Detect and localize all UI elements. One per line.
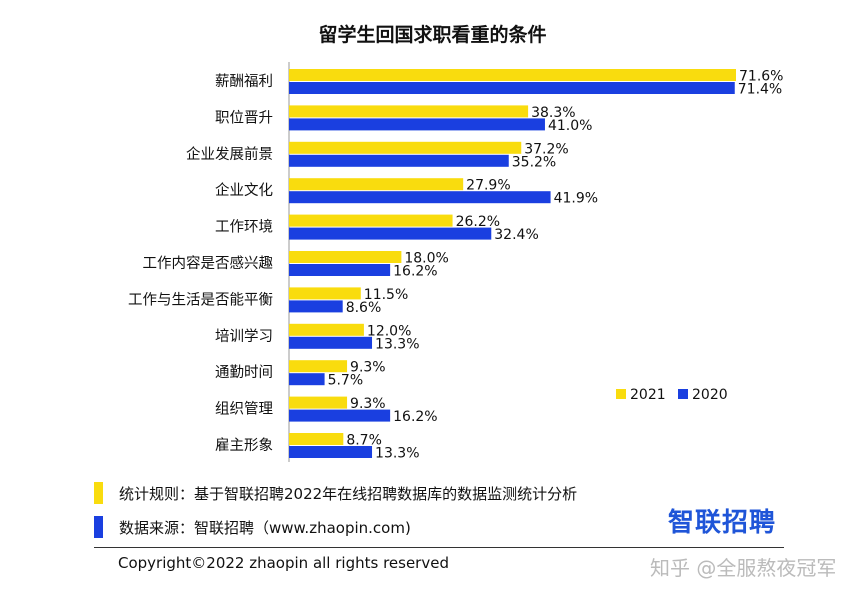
bar-2021 [289,433,344,445]
data-label-2021: 26.2% [456,214,500,230]
bar-2020 [289,118,545,131]
category-label: 工作环境 [215,218,273,236]
data-label-2020: 71.4% [738,82,782,98]
legend-swatch-2021 [616,389,626,399]
data-label-2021: 38.3% [531,105,575,121]
bar-2020 [289,336,373,349]
data-label-2020: 41.0% [548,118,592,134]
note-source-text: 数据来源：智联招聘（www.zhaopin.com) [119,518,411,537]
watermark: 知乎 @全服熬夜冠军 [650,556,837,580]
bar-2021 [289,105,529,118]
chart-title: 留学生回国求职看重的条件 [318,24,547,46]
data-label-2021: 11.5% [364,287,408,303]
bar-2020 [289,300,343,313]
bar-2020 [289,154,509,167]
category-label: 职位晋升 [215,109,273,126]
bar-2021 [289,178,464,191]
divider [94,547,784,548]
notes: 统计规则：基于智联招聘2022年在线招聘数据库的数据监测统计分析 数据来源：智联… [94,482,577,550]
data-label-2021: 18.0% [404,251,448,267]
data-label-2020: 8.6% [346,300,382,316]
legend-swatch-2020 [678,389,688,399]
bar-2021 [289,251,402,263]
bar-2021 [289,360,348,373]
category-label: 企业发展前景 [186,145,273,163]
data-label-2020: 13.3% [375,446,419,462]
bar-2020 [289,191,551,204]
note-rule-text: 统计规则：基于智联招聘2022年在线招聘数据库的数据监测统计分析 [119,484,578,503]
legend-label-2021: 2021 [630,387,666,403]
data-label-2021: 9.3% [350,396,386,412]
note-source: 数据来源：智联招聘（www.zhaopin.com) [94,516,577,538]
bar-2020 [289,227,492,240]
bar-2021 [289,141,522,154]
category-label: 薪酬福利 [215,73,273,90]
yellow-marker [94,482,103,504]
zhaopin-logo: 智联招聘 [668,508,777,538]
data-label-2020: 35.2% [512,154,556,170]
bar-2021 [289,287,361,300]
copyright-text: Copyright©2022 zhaopin all rights reserv… [118,554,449,572]
category-label: 雇主形象 [215,437,273,454]
bar-2021 [289,69,736,81]
bar-2020 [289,446,373,458]
data-label-2021: 27.9% [466,178,510,194]
note-rule: 统计规则：基于智联招聘2022年在线招聘数据库的数据监测统计分析 [94,482,577,504]
data-label-2020: 13.3% [375,336,419,352]
data-label-2021: 12.0% [367,323,411,339]
data-label-2020: 41.9% [554,191,598,207]
blue-marker [94,516,103,538]
bar-2020 [289,409,391,422]
data-label-2021: 71.6% [739,69,783,85]
bar-2020 [289,264,391,276]
bar-2021 [289,396,348,409]
bar-chart: 薪酬福利 71.6%71.4%职位晋升 38.3%41.0%企业发展前景 37.2%3… [128,62,783,462]
data-label-2020: 16.2% [393,409,437,425]
bar-2020 [289,373,325,386]
category-label: 工作与生活是否能平衡 [128,291,273,308]
bar-2020 [289,82,735,94]
legend-label-2020: 2020 [692,387,728,403]
category-label: 工作内容是否感兴趣 [143,255,274,272]
data-label-2020: 5.7% [328,373,364,389]
data-label-2021: 8.7% [346,433,382,449]
category-label: 通勤时间 [215,364,273,381]
data-label-2020: 16.2% [393,264,437,280]
category-label: 组织管理 [215,401,273,418]
category-label: 培训学习 [215,328,273,345]
data-label-2020: 32.4% [494,227,538,243]
data-label-2021: 9.3% [350,360,386,376]
bar-2021 [289,214,453,227]
bar-2021 [289,323,364,336]
category-label: 企业文化 [215,181,273,199]
data-label-2021: 37.2% [524,141,568,157]
